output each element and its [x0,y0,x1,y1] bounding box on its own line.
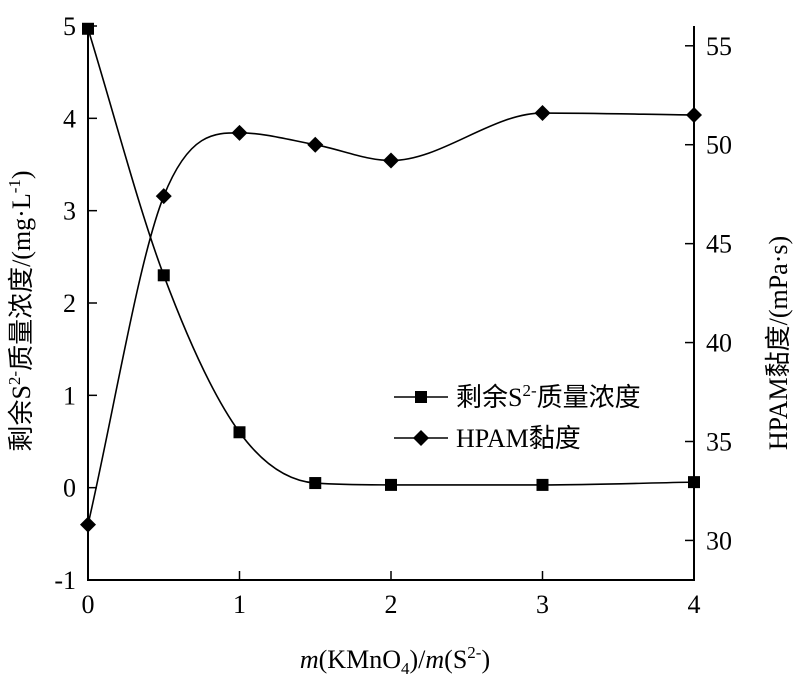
residual-sulfide-curve [87,28,695,486]
hpam-viscosity-curve [87,112,695,525]
residual-sulfide-point [233,426,246,439]
legend-item-hpam-viscosity: HPAM黏度 [394,424,581,453]
right-y-tick-label: 35 [706,428,732,457]
legend-hpam-label: HPAM黏度 [456,424,581,453]
residual-sulfide-point [385,478,397,491]
x-title-part1: (KMnO [319,645,401,674]
legend-item-residual-sulfide: 剩余S2-质量浓度 [394,381,641,412]
x-title-m2: m [425,645,444,674]
left-y-tick-label: 5 [63,12,76,41]
left-y-tick-label: 1 [63,381,76,410]
left-y-tick-label: 3 [63,197,76,226]
residual-sulfide-point [157,269,170,282]
x-tick-label: 4 [688,590,701,619]
left-y-ticks: -1 0 1 2 3 4 5 [54,12,97,595]
x-title-part2: )/ [409,645,426,674]
series-markers [80,22,702,533]
legend-residual-post: 质量浓度 [537,383,641,412]
residual-sulfide-point [536,478,549,491]
x-title-m1: m [300,645,319,674]
left-title-pre: 剩余S [7,385,36,451]
legend-marker-square [415,391,427,403]
left-y-tick-label: 0 [63,474,76,503]
left-y-tick-label: -1 [54,566,76,595]
hpam-viscosity-point [231,124,248,141]
hpam-viscosity-point [383,152,399,169]
legend-label-residual-sulfide: 剩余S2-质量浓度 [456,381,641,412]
legend-residual-pre: 剩余S [456,383,522,412]
right-y-tick-label: 30 [706,526,732,555]
hpam-viscosity-point [80,516,96,533]
right-y-tick-label: 55 [706,32,732,61]
left-title-sup: 2- [5,371,24,386]
x-ticks: 0 1 2 3 4 [82,571,701,619]
x-tick-label: 2 [385,590,398,619]
legend-residual-sup: 2- [522,381,537,400]
residual-sulfide-point [82,22,94,35]
legend-label-hpam-viscosity: HPAM黏度 [456,424,581,453]
right-y-tick-label: 40 [706,329,732,358]
x-title-subscript: 4 [401,659,410,678]
left-y-tick-label: 2 [63,289,76,318]
left-title-post: ) [7,170,36,179]
x-tick-label: 0 [82,590,95,619]
residual-sulfide-point [309,477,322,490]
residual-sulfide-point [688,476,700,489]
hpam-viscosity-point [155,188,172,205]
hpam-viscosity-point [686,107,702,124]
axes [87,26,695,581]
right-y-tick-label: 50 [706,131,732,160]
hpam-viscosity-point [307,136,324,153]
x-tick-label: 3 [536,590,549,619]
hpam-viscosity-point [534,105,551,122]
legend: 剩余S2-质量浓度 HPAM黏度 [394,381,641,453]
x-title-superscript: 2- [467,643,482,662]
x-axis-title: m(KMnO4)/m(S2-) [300,643,490,678]
left-title-sup2: -1 [5,179,24,193]
series-curves [87,28,695,525]
x-tick-label: 1 [233,590,246,619]
right-y-ticks: 30 35 40 45 50 55 [685,32,732,555]
left-y-tick-label: 4 [63,104,76,133]
right-y-axis-title: HPAM黏度/(mPa·s) [764,236,793,450]
x-title-part3: (S [444,645,467,674]
left-y-axis-title: 剩余S2-质量浓度/(mg·L-1) [5,170,36,451]
left-title-mid: 质量浓度/(mg·L [7,193,36,371]
right-y-tick-label: 45 [706,230,732,259]
x-title-part4: ) [481,645,490,674]
legend-marker-diamond [413,430,429,446]
